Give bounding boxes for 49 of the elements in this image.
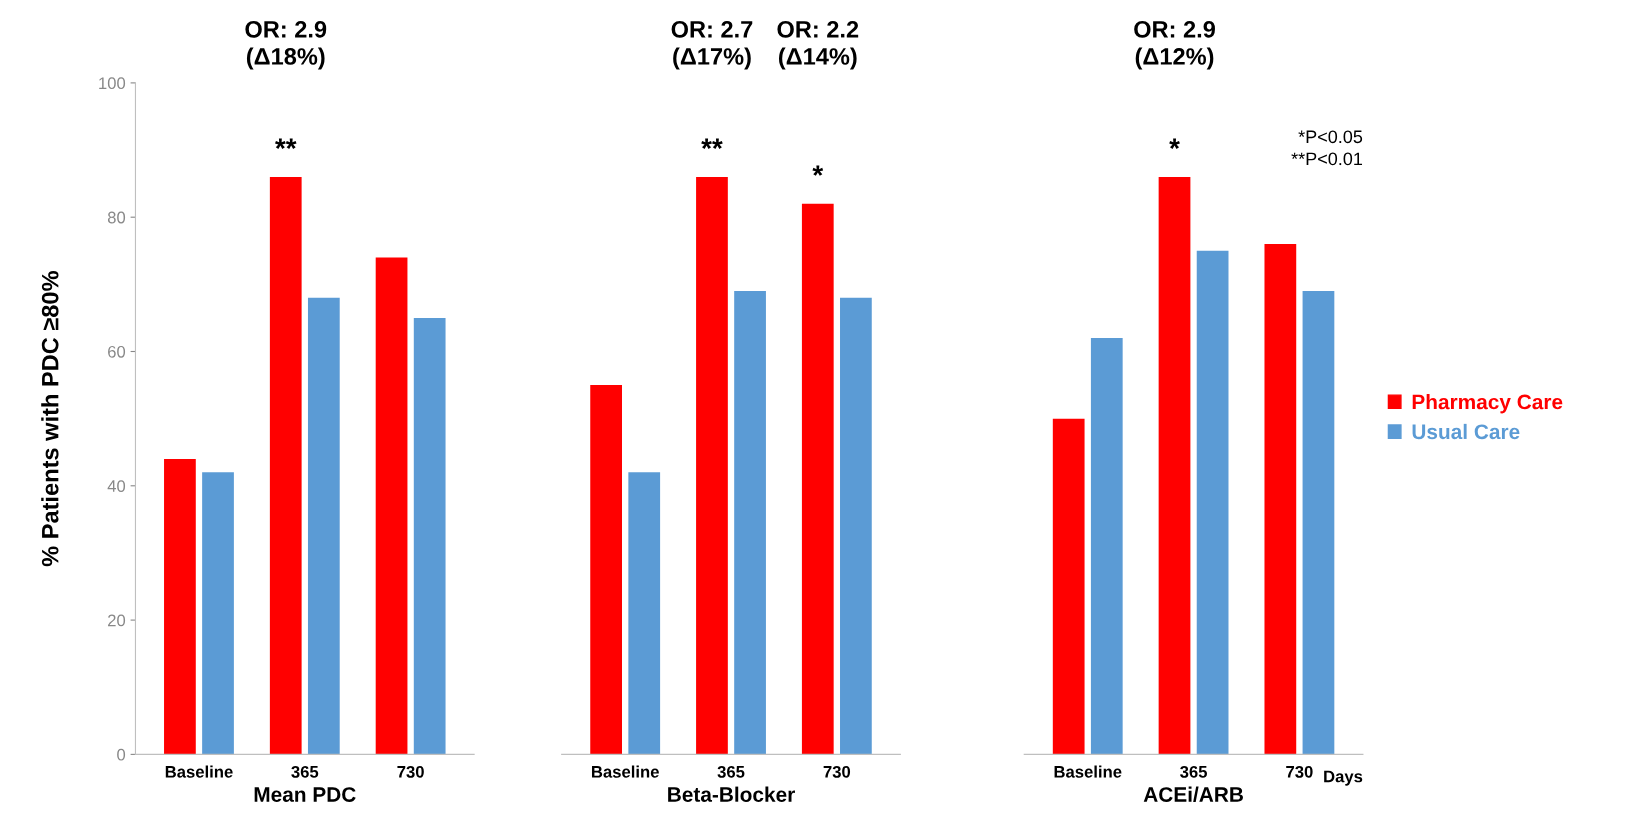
bar — [1090, 338, 1123, 755]
bar — [269, 176, 302, 755]
bar — [1196, 250, 1229, 755]
x-axis-title: Mean PDC — [254, 787, 356, 802]
legend-label: Usual Care — [1412, 423, 1520, 440]
x-axis-title: Beta-Blocker — [668, 786, 795, 802]
bar — [1158, 176, 1191, 755]
bar — [840, 297, 872, 755]
x-axis-title: ACEi/ARB — [1143, 786, 1243, 803]
x-tick-label: Baseline — [165, 765, 233, 778]
x-tick-label: 730 — [397, 765, 424, 778]
bar — [375, 257, 408, 755]
bar — [413, 317, 446, 755]
x-tick-label: 365 — [1180, 765, 1208, 778]
bar — [1052, 418, 1085, 755]
bar — [1302, 291, 1335, 755]
text: OR: 2.7 (Δ17%) — [671, 20, 753, 70]
bar — [590, 385, 622, 755]
text: OR: 2.9 (Δ18%) — [245, 20, 327, 70]
bar — [801, 203, 834, 755]
legend-label: Pharmacy Care — [1412, 394, 1563, 414]
bar — [734, 291, 766, 755]
annotation: ** — [701, 138, 723, 149]
y-tick-label: 20 — [108, 614, 126, 627]
bar — [307, 297, 340, 755]
y-tick-label: 60 — [108, 345, 126, 358]
y-tick-label: 40 — [107, 480, 126, 492]
bar — [628, 472, 661, 755]
text: OR: 2.9 (Δ12%) — [1134, 20, 1215, 70]
bar — [164, 458, 196, 755]
bar — [696, 176, 728, 755]
annotation: ** — [275, 138, 297, 149]
x-tick-label: Baseline — [1054, 765, 1122, 778]
y-tick-label: 100 — [99, 77, 126, 90]
y-axis-title: % Patients with PDC ≥80% — [41, 271, 59, 567]
bar — [202, 472, 234, 755]
x-tick-label: 730 — [1286, 765, 1313, 778]
text: Days — [1324, 770, 1363, 786]
x-tick-label: 365 — [717, 765, 745, 778]
text: OR: 2.2 (Δ14%) — [777, 20, 859, 70]
bar — [1264, 244, 1297, 755]
annotation: * — [812, 165, 824, 176]
annotation: *P<0.05 **P<0.01 — [1291, 130, 1363, 166]
y-tick-label: 80 — [107, 211, 126, 224]
x-tick-label: 365 — [291, 765, 319, 778]
annotation: * — [1169, 138, 1180, 149]
x-tick-label: Baseline — [592, 765, 659, 778]
y-tick-label: 0 — [117, 748, 126, 761]
x-tick-label: 730 — [823, 765, 851, 778]
